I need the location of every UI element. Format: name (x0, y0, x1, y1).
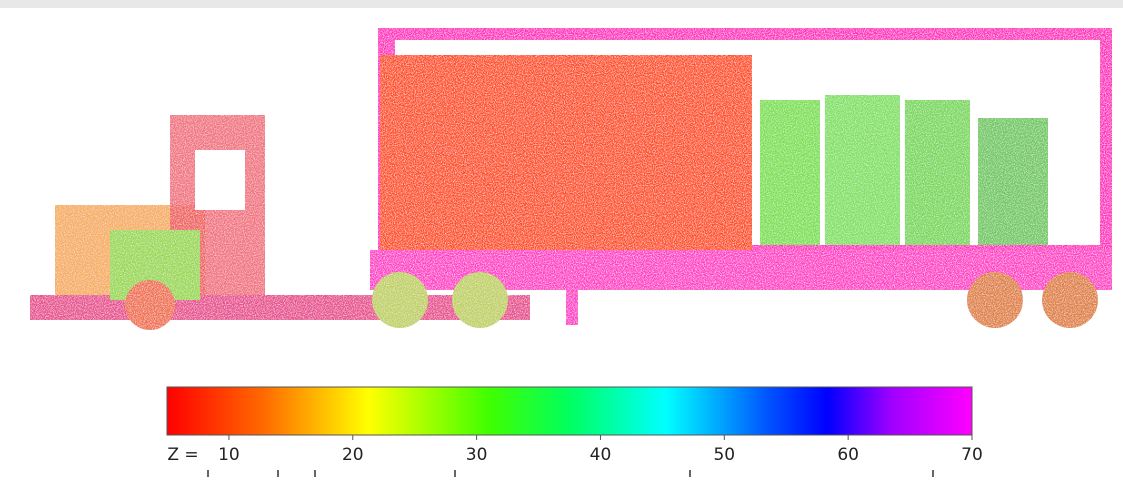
wheel (967, 272, 1023, 328)
bottom-marks (207, 470, 934, 477)
colorbar-tick-label: 60 (837, 445, 859, 465)
colorbar-tick-label: 70 (961, 445, 983, 465)
wheel (125, 280, 175, 330)
colorbar-label: Z = (167, 445, 198, 465)
landing-gear (566, 260, 578, 325)
frame-top (0, 0, 1123, 8)
wheel (372, 272, 428, 328)
colorbar (166, 386, 973, 436)
colorbar-tick-label: 20 (342, 445, 364, 465)
colorbar-tick-label: 10 (218, 445, 240, 465)
cab-window (195, 150, 245, 210)
bale-3 (905, 100, 970, 245)
bale-4 (978, 118, 1048, 245)
dense-cargo (380, 55, 752, 255)
wheel (1042, 272, 1098, 328)
colorbar-tick-label: 30 (466, 445, 488, 465)
bale-1 (760, 100, 820, 245)
truck (30, 28, 1112, 330)
colorbar-tick-label: 40 (590, 445, 612, 465)
colorbar-tick-label: 50 (713, 445, 735, 465)
wheel (452, 272, 508, 328)
bale-2 (825, 95, 900, 245)
